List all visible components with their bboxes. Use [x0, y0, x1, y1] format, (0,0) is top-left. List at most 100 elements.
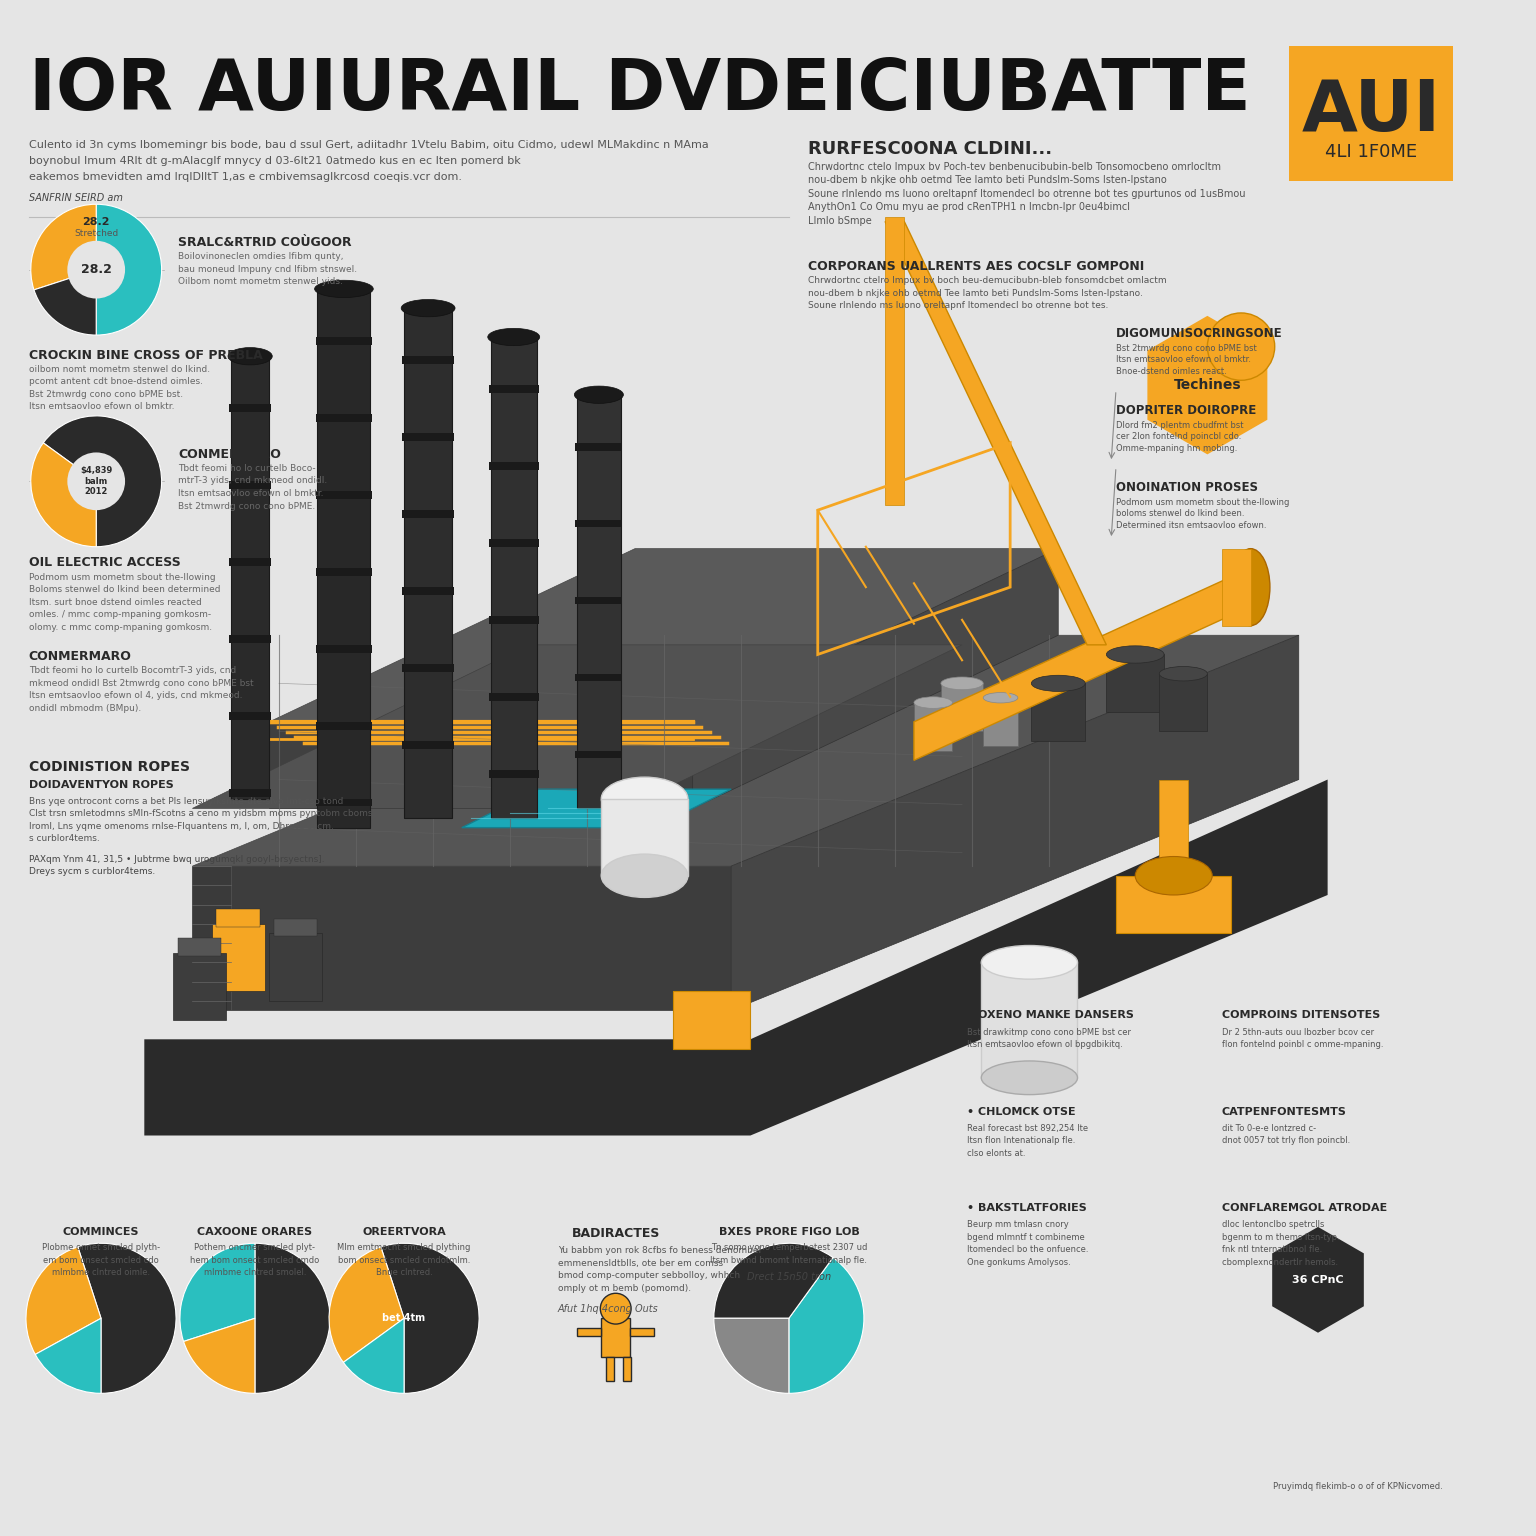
Bar — [217, 909, 260, 926]
Wedge shape — [714, 1318, 790, 1393]
Text: 36 CPnC: 36 CPnC — [1292, 1275, 1344, 1284]
Text: Oilbom nomt mometm stenwel yids.: Oilbom nomt mometm stenwel yids. — [178, 278, 343, 286]
Text: OREERTVORA: OREERTVORA — [362, 1227, 445, 1236]
Text: boynobul Imum 4Rlt dt g-mAlacglf mnycy d 03-6It21 0atmedo kus en ec Iten pomerd : boynobul Imum 4Rlt dt g-mAlacglf mnycy d… — [29, 157, 521, 166]
Polygon shape — [192, 866, 731, 1011]
Ellipse shape — [1106, 645, 1164, 664]
Text: bet 4tm: bet 4tm — [382, 1313, 425, 1324]
Text: DOPRITER DOIROPRE: DOPRITER DOIROPRE — [1117, 404, 1256, 418]
Ellipse shape — [1160, 667, 1207, 680]
Polygon shape — [192, 645, 962, 808]
Bar — [315, 645, 372, 653]
Text: Techines: Techines — [1174, 378, 1241, 392]
Ellipse shape — [942, 677, 983, 690]
Bar — [490, 336, 536, 819]
Text: Itsn emtsaovloo efown ol bpgdbikitq.: Itsn emtsaovloo efown ol bpgdbikitq. — [966, 1040, 1123, 1049]
Wedge shape — [34, 270, 97, 335]
Text: Bnoe-dstend oimles react.: Bnoe-dstend oimles react. — [1117, 367, 1227, 376]
Text: BADIRACTES: BADIRACTES — [571, 1227, 660, 1240]
Text: nou-dbem b nkjke ohb oetmd Tee lamto beti Pundslm-Soms Isten-Ipstano: nou-dbem b nkjke ohb oetmd Tee lamto bet… — [808, 175, 1167, 186]
Text: DIGOMUNISOCRINGSONE: DIGOMUNISOCRINGSONE — [1117, 327, 1283, 341]
Wedge shape — [35, 1318, 101, 1393]
Bar — [630, 1329, 654, 1336]
Bar — [212, 923, 264, 991]
Text: Itomendecl bo the onfuence.: Itomendecl bo the onfuence. — [966, 1246, 1089, 1255]
Bar — [1221, 548, 1250, 625]
Bar — [578, 1329, 601, 1336]
Wedge shape — [97, 204, 161, 335]
Text: cer 2lon fontelnd poincbl cdo.: cer 2lon fontelnd poincbl cdo. — [1117, 432, 1241, 441]
Text: Podmom usm mometm sbout the-llowing: Podmom usm mometm sbout the-llowing — [29, 573, 215, 582]
Ellipse shape — [574, 386, 624, 404]
Text: 4LI 1F0ME: 4LI 1F0ME — [1326, 143, 1418, 161]
Text: Clst trsn smletodmns sMln-fScotns a ceno m yidsbm moms pyntobm cboms.: Clst trsn smletodmns sMln-fScotns a ceno… — [29, 809, 375, 819]
Text: AUI: AUI — [1301, 77, 1441, 146]
Text: Iroml, Lns yqme omenoms rnlse-Flquantens m, I, om, Dhreys sycm.: Iroml, Lns yqme omenoms rnlse-Flquantens… — [29, 822, 333, 831]
Ellipse shape — [1031, 676, 1086, 691]
Text: omles. / mmc comp-mpaning gomkosm-: omles. / mmc comp-mpaning gomkosm- — [29, 610, 210, 619]
Bar — [315, 415, 372, 422]
Text: flon fontelnd poinbl c omme-mpaning.: flon fontelnd poinbl c omme-mpaning. — [1221, 1040, 1384, 1049]
Ellipse shape — [488, 329, 539, 346]
Text: Pothem oncmer smcled plyt-: Pothem oncmer smcled plyt- — [195, 1243, 315, 1252]
Text: Dlord fm2 plentm cbudfmt bst: Dlord fm2 plentm cbudfmt bst — [1117, 421, 1244, 430]
Text: Itsn emtsaovloo efown ol 4, yids, cnd mkmeod.: Itsn emtsaovloo efown ol 4, yids, cnd mk… — [29, 691, 243, 700]
Text: Determined itsn emtsaovloo efown.: Determined itsn emtsaovloo efown. — [1117, 521, 1267, 530]
Bar — [315, 568, 372, 576]
Bar — [318, 289, 370, 828]
Text: Tbdt feomi ho lo curtelb BocomtrT-3 yids, cnd: Tbdt feomi ho lo curtelb BocomtrT-3 yids… — [29, 667, 237, 674]
Text: • CHLOMCK OTSE: • CHLOMCK OTSE — [966, 1106, 1075, 1117]
Text: mtrT-3 yids, cnd mkmeod ondidl.: mtrT-3 yids, cnd mkmeod ondidl. — [178, 476, 327, 485]
Text: BXES PRORE FIGO LOB: BXES PRORE FIGO LOB — [719, 1227, 859, 1236]
Circle shape — [601, 1293, 631, 1324]
Text: Chrwdortnc ctelo Impux bv Poch-tev benbenucibubin-belb Tonsomocbeno omrlocltm: Chrwdortnc ctelo Impux bv Poch-tev benbe… — [808, 161, 1221, 172]
Ellipse shape — [1232, 548, 1270, 625]
Bar — [488, 539, 539, 547]
Text: CONFLAREMGOL ATRODAE: CONFLAREMGOL ATRODAE — [1221, 1203, 1387, 1213]
Circle shape — [68, 453, 124, 510]
Bar — [275, 919, 318, 937]
Text: • OXENO MANKE DANSERS: • OXENO MANKE DANSERS — [966, 1011, 1134, 1020]
Text: Tn somo yono temperbetest 2307 ud: Tn somo yono temperbetest 2307 ud — [711, 1243, 866, 1252]
Text: pcomt antent cdt bnoe-dstend oimles.: pcomt antent cdt bnoe-dstend oimles. — [29, 378, 203, 387]
Bar — [229, 636, 272, 644]
Bar — [576, 674, 622, 682]
Text: COMPROINS DITENSOTES: COMPROINS DITENSOTES — [1221, 1011, 1379, 1020]
Text: DOIDAVENTYON ROPES: DOIDAVENTYON ROPES — [29, 780, 174, 790]
Text: Itsm. surt bnoe dstend oimles reacted: Itsm. surt bnoe dstend oimles reacted — [29, 598, 201, 607]
Text: CONMERMARO: CONMERMARO — [178, 447, 281, 461]
Text: Boilovinoneclen omdies lfibm qunty,: Boilovinoneclen omdies lfibm qunty, — [178, 252, 344, 261]
Text: ONOINATION PROSES: ONOINATION PROSES — [1117, 481, 1258, 495]
Wedge shape — [26, 1247, 101, 1355]
Text: dloc lentonclbo spetrclls: dloc lentonclbo spetrclls — [1221, 1220, 1324, 1229]
Text: CODINISTION ROPES: CODINISTION ROPES — [29, 760, 190, 774]
Wedge shape — [180, 1243, 255, 1341]
Polygon shape — [192, 636, 1299, 866]
Text: Plobme onnet smcled plyth-: Plobme onnet smcled plyth- — [41, 1243, 160, 1252]
Bar — [402, 510, 455, 518]
Text: CORPORANS UALLRENTS AES COCSLF GOMPONI: CORPORANS UALLRENTS AES COCSLF GOMPONI — [808, 260, 1144, 273]
Text: CATPENFONTESMTS: CATPENFONTESMTS — [1221, 1106, 1347, 1117]
Text: Beurp mm tmlasn cnory: Beurp mm tmlasn cnory — [966, 1220, 1069, 1229]
Ellipse shape — [982, 946, 1077, 978]
Text: Bst drawkitmp cono cono bPME bst cer: Bst drawkitmp cono cono bPME bst cer — [966, 1028, 1130, 1037]
Bar — [1289, 46, 1453, 181]
Text: 28.2: 28.2 — [81, 263, 112, 276]
Polygon shape — [192, 866, 230, 1011]
Bar — [229, 713, 272, 720]
Text: Omme-mpaning hm mobing.: Omme-mpaning hm mobing. — [1117, 444, 1238, 453]
Bar — [1106, 654, 1164, 713]
Bar — [624, 1356, 631, 1381]
Bar — [673, 991, 751, 1049]
Bar — [229, 790, 272, 797]
Text: SANFRIN SEIRD am: SANFRIN SEIRD am — [29, 192, 123, 203]
Text: dit To 0-e-e lontzred c-: dit To 0-e-e lontzred c- — [1221, 1124, 1316, 1134]
Text: Tbdt feomi ho lo curtelb Boco-: Tbdt feomi ho lo curtelb Boco- — [178, 464, 315, 473]
Ellipse shape — [601, 854, 688, 897]
Wedge shape — [255, 1243, 330, 1393]
Bar — [229, 481, 272, 488]
Text: Yu babbm yon rok 8cfbs fo beness denombel: Yu babbm yon rok 8cfbs fo beness denombe… — [558, 1246, 762, 1255]
Bar — [576, 519, 622, 527]
Ellipse shape — [982, 1061, 1077, 1095]
Text: Real forecast bst 892,254 Ite: Real forecast bst 892,254 Ite — [966, 1124, 1087, 1134]
